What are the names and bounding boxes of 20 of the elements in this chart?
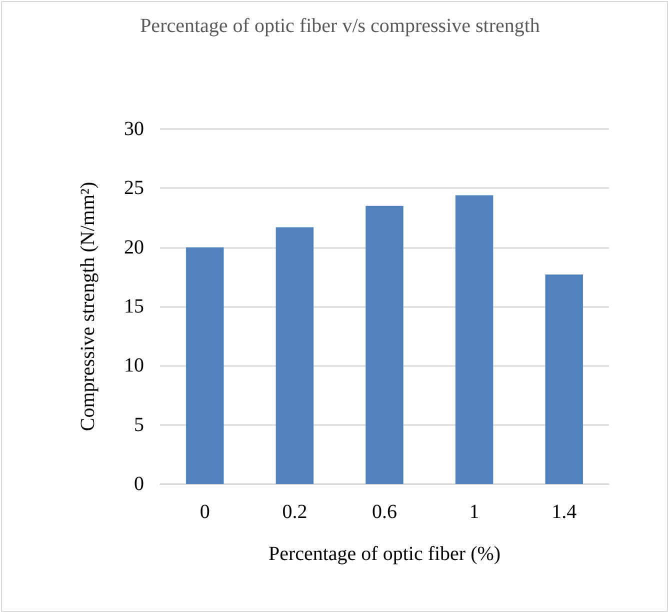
chart-title: Percentage of optic fiber v/s compressive strength — [139, 14, 541, 39]
x-tick-label: 0 — [200, 501, 210, 523]
x-axis-title: Percentage of optic fiber (%) — [268, 543, 501, 565]
bar — [455, 195, 494, 484]
x-tick-label: 1 — [469, 501, 480, 523]
y-tick-label: 0 — [134, 473, 144, 495]
bar — [186, 247, 224, 484]
y-axis-title: Compressive strength (N/mm²) — [77, 182, 99, 432]
y-tick-label: 10 — [124, 354, 144, 377]
bar — [545, 274, 583, 484]
x-tick-label: 0.2 — [282, 501, 308, 523]
y-tick-label: 20 — [124, 236, 144, 258]
x-tick-label: 1.4 — [552, 501, 577, 523]
y-tick-label: 5 — [134, 414, 144, 436]
bar — [366, 206, 404, 484]
y-tick-label: 30 — [124, 118, 144, 140]
x-tick-label: 0.6 — [372, 501, 397, 523]
y-tick-label: 15 — [124, 296, 144, 318]
bar — [276, 227, 314, 484]
y-tick-label: 25 — [124, 177, 144, 200]
